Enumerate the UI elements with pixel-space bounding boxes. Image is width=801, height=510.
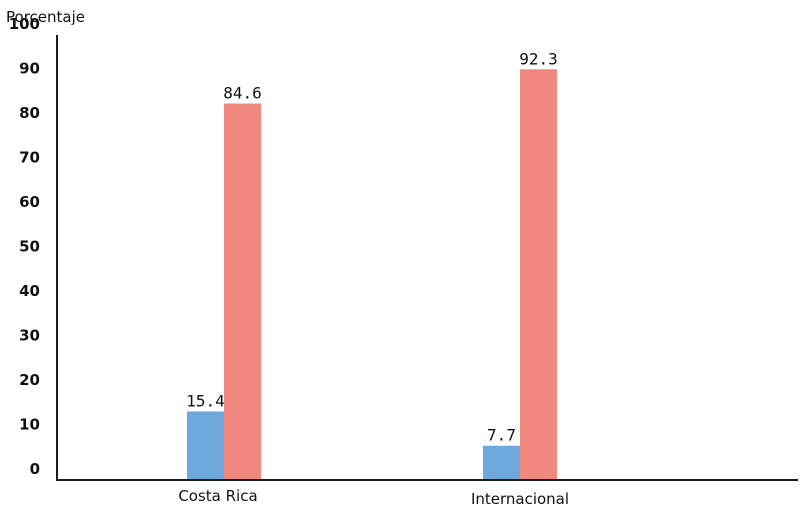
y-tick-label: 60 bbox=[19, 193, 40, 211]
y-tick-label: 30 bbox=[19, 327, 40, 345]
y-tick-label: 80 bbox=[19, 104, 40, 122]
data-labels: 15.4 84.6 7.7 92.3 bbox=[186, 49, 558, 444]
y-tick-label: 90 bbox=[19, 60, 40, 78]
x-tick-label: Costa Rica bbox=[178, 487, 257, 505]
y-tick-label: 40 bbox=[19, 282, 40, 300]
y-tick-label: 50 bbox=[19, 238, 40, 256]
data-label: 84.6 bbox=[223, 84, 262, 103]
x-tick-label: Internacional bbox=[471, 490, 569, 508]
y-axis-label: Porcentaje bbox=[6, 8, 85, 26]
bar bbox=[483, 445, 520, 480]
y-tick-labels: 0 10 20 30 40 50 60 70 80 90 100 bbox=[9, 15, 40, 478]
bar bbox=[520, 69, 557, 480]
data-label: 15.4 bbox=[186, 391, 225, 410]
bar bbox=[187, 411, 224, 480]
data-label: 92.3 bbox=[519, 49, 558, 68]
data-label: 7.7 bbox=[487, 426, 516, 445]
bar bbox=[224, 103, 261, 480]
y-tick-label: 100 bbox=[9, 15, 40, 33]
y-tick-label: 70 bbox=[19, 149, 40, 167]
x-tick-labels: Costa Rica Internacional bbox=[178, 487, 569, 508]
bars bbox=[187, 69, 557, 480]
y-tick-label: 10 bbox=[19, 416, 40, 434]
y-tick-label: 0 bbox=[30, 460, 40, 478]
y-tick-label: 20 bbox=[19, 371, 40, 389]
